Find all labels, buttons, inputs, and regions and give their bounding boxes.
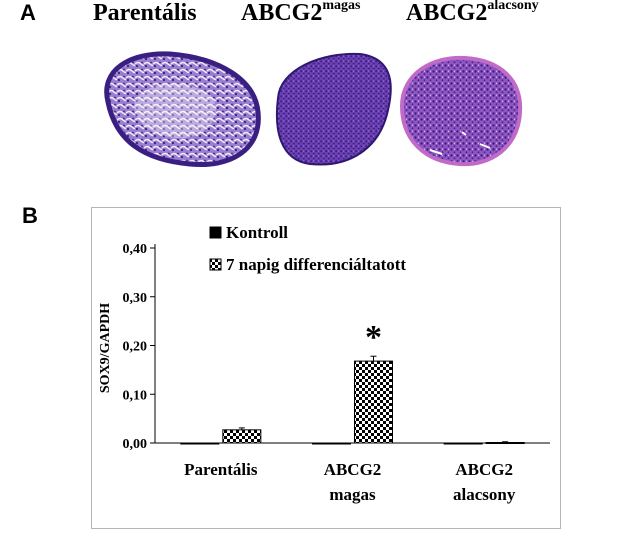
- image-label-abcg2-low: ABCG2alacsony: [406, 0, 539, 27]
- y-tick-label: 0,40: [123, 242, 148, 257]
- bar: [354, 360, 393, 444]
- x-category-label-line2: magas: [329, 485, 376, 504]
- tissue-abcg2-low: [399, 55, 523, 167]
- y-tick-label: 0,20: [123, 340, 148, 355]
- image-label-abcg2-high-sup: magas: [322, 0, 361, 13]
- significance-asterisk: *: [365, 319, 382, 356]
- bar: [485, 442, 525, 445]
- image-label-abcg2-low-sup: alacsony: [487, 0, 539, 13]
- y-tick-label: 0,10: [123, 388, 148, 403]
- bar-chart: SOX9/GAPDH 0,00 0,10 0,20 0,30 0,40 * Parent…: [98, 223, 550, 504]
- bar: [443, 442, 483, 445]
- image-label-parental-main: Parentális: [93, 0, 197, 26]
- legend-label: Kontroll: [226, 223, 288, 242]
- legend-swatch: [209, 226, 222, 239]
- legend-swatch: [209, 258, 222, 271]
- tissue-parental: [104, 51, 261, 168]
- x-category-label-line2: alacsony: [453, 485, 516, 504]
- legend-label: 7 napig differenciáltatott: [226, 255, 406, 274]
- tissue-micrographs: [104, 51, 523, 168]
- y-tick-label: 0,00: [123, 437, 148, 452]
- x-category-label: ABCG2: [324, 460, 382, 479]
- chart-frame: SOX9/GAPDH 0,00 0,10 0,20 0,30 0,40 * Parent…: [91, 207, 561, 529]
- y-axis: 0,00 0,10 0,20 0,30 0,40: [123, 242, 550, 452]
- image-label-abcg2-low-main: ABCG2: [406, 0, 488, 26]
- x-category-label: Parentális: [184, 460, 258, 479]
- image-label-abcg2-high: ABCG2magas: [241, 0, 360, 27]
- panel-b-letter: B: [22, 203, 38, 228]
- y-tick-label: 0,30: [123, 291, 148, 306]
- panel-a-letter: A: [20, 0, 36, 25]
- y-axis-label: SOX9/GAPDH: [98, 303, 113, 393]
- bar: [180, 442, 220, 445]
- legend: Kontroll 7 napig differenciáltatott: [209, 223, 406, 274]
- image-label-parental: Parentális: [93, 0, 197, 27]
- x-category-label: ABCG2: [455, 460, 513, 479]
- bar: [312, 442, 351, 445]
- image-label-abcg2-high-main: ABCG2: [241, 0, 323, 26]
- bars: *: [180, 319, 525, 445]
- x-categories: Parentális ABCG2 magas ABCG2 alacsony: [184, 460, 516, 504]
- bar: [222, 429, 262, 444]
- tissue-abcg2-high: [275, 52, 392, 166]
